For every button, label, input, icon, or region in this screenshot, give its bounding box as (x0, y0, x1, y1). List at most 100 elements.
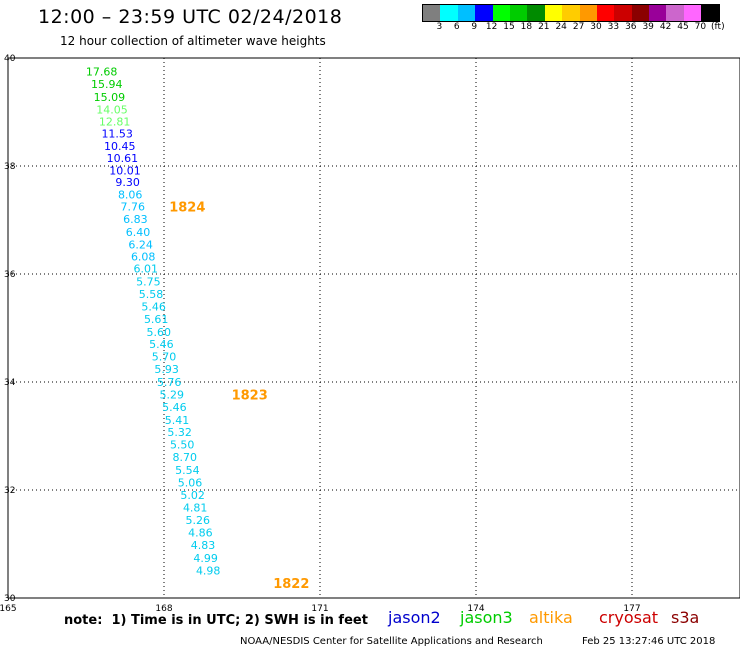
wave-height-value: 5.02 (180, 489, 205, 502)
wave-height-value: 6.01 (134, 263, 159, 276)
footnote: note: 1) Time is in UTC; 2) SWH is in fe… (64, 613, 368, 628)
scale-label: 21 (538, 22, 550, 32)
x-tick-label: 165 (0, 604, 17, 614)
scale-swatch (440, 5, 458, 21)
wave-height-value: 12.81 (99, 116, 131, 129)
color-scale-bar (422, 4, 720, 22)
time-label: 1823 (232, 388, 268, 403)
wave-height-value: 5.70 (152, 351, 177, 364)
scale-label: 45 (677, 22, 689, 32)
wave-height-value: 5.93 (154, 363, 179, 376)
scale-swatch (457, 5, 476, 21)
scale-swatch (649, 5, 667, 21)
y-tick-label: 30 (4, 594, 16, 604)
wave-height-value: 8.70 (173, 451, 198, 464)
x-tick-label: 174 (467, 604, 484, 614)
scale-label: 12 (485, 22, 498, 32)
scale-swatch (631, 5, 650, 21)
wave-height-value: 9.30 (115, 176, 140, 189)
wave-height-value: 5.61 (144, 313, 169, 326)
scale-swatch (492, 5, 510, 21)
scale-swatch (683, 5, 702, 21)
wave-height-value: 4.98 (196, 564, 221, 577)
scale-swatch (596, 5, 615, 21)
wave-height-value: 5.54 (175, 464, 200, 477)
y-tick-label: 34 (4, 378, 16, 388)
wave-height-value: 10.61 (107, 152, 139, 165)
wave-height-value: 5.46 (149, 338, 174, 351)
scale-swatch (544, 5, 563, 21)
wave-height-value: 5.41 (165, 414, 190, 427)
wave-height-value: 11.53 (101, 128, 133, 141)
wave-height-value: 14.05 (96, 103, 128, 116)
wave-height-value: 5.76 (157, 376, 182, 389)
scale-label: 24 (555, 22, 567, 32)
scale-swatch (701, 5, 719, 21)
wave-height-value: 5.46 (162, 401, 187, 414)
scale-label: 30 (590, 22, 602, 32)
credit-line: NOAA/NESDIS Center for Satellite Applica… (240, 636, 543, 647)
scale-swatch (509, 5, 528, 21)
scale-swatch (666, 5, 684, 21)
x-tick-label: 177 (623, 604, 640, 614)
x-tick-label: 168 (155, 604, 172, 614)
wave-height-value: 6.24 (128, 238, 153, 251)
wave-height-value: 15.94 (91, 78, 123, 91)
wave-height-value: 5.26 (186, 514, 211, 527)
wave-height-value: 10.01 (109, 164, 141, 177)
scale-label: (ft) (711, 22, 725, 32)
wave-height-value: 5.60 (147, 326, 172, 339)
legend-jason2: jason2 (388, 608, 441, 627)
wave-height-value: 5.58 (139, 288, 164, 301)
scale-swatch (527, 5, 545, 21)
y-tick-label: 38 (4, 162, 16, 172)
legend-cryosat: cryosat (599, 608, 659, 627)
time-label: 1824 (169, 201, 205, 216)
wave-height-value: 5.29 (160, 388, 185, 401)
scale-swatch (614, 5, 632, 21)
y-tick-label: 32 (4, 486, 15, 496)
scale-swatch (423, 5, 441, 21)
wave-height-value: 4.99 (193, 552, 218, 565)
scale-label: 33 (607, 22, 620, 32)
scale-swatch (579, 5, 597, 21)
scale-swatch (562, 5, 580, 21)
scale-label: 18 (520, 22, 533, 32)
wave-height-value: 8.06 (118, 189, 143, 202)
wave-height-value: 5.75 (136, 276, 161, 289)
chart-subtitle: 12 hour collection of altimeter wave hei… (60, 34, 326, 48)
scale-label: 6 (453, 22, 460, 32)
time-label: 1822 (273, 577, 309, 592)
wave-height-value: 6.83 (123, 213, 148, 226)
wave-height-value: 5.46 (141, 300, 166, 313)
wave-height-value: 4.81 (183, 501, 208, 514)
wave-height-value: 10.45 (104, 140, 136, 153)
chart-title: 12:00 – 23:59 UTC 02/24/2018 (38, 6, 343, 28)
scale-label: 39 (642, 22, 654, 32)
legend-altika: altika (529, 608, 573, 627)
scale-label: 9 (471, 22, 478, 32)
wave-height-value: 7.76 (121, 201, 146, 214)
wave-height-value: 5.06 (178, 476, 203, 489)
wave-height-value: 5.32 (167, 426, 192, 439)
wave-height-value: 6.40 (126, 226, 151, 239)
color-scale-labels: 3 6 9 12 15 18 21 24 27 30 33 36 39 42 45 70 (ft) (422, 22, 740, 34)
scale-label: 3 (436, 22, 443, 32)
generation-timestamp: Feb 25 13:27:46 UTC 2018 (582, 636, 716, 647)
x-tick-label: 171 (311, 604, 328, 614)
scale-swatch (475, 5, 493, 21)
scale-label: 70 (694, 22, 707, 32)
scale-label: 36 (625, 22, 637, 32)
scale-label: 15 (503, 22, 515, 32)
scale-label: 27 (572, 22, 585, 32)
wave-height-value: 15.09 (94, 91, 126, 104)
wave-height-value: 6.08 (131, 251, 156, 264)
wave-height-value: 17.68 (86, 66, 118, 79)
wave-height-value: 4.86 (188, 527, 213, 540)
legend-jason3: jason3 (460, 608, 513, 627)
wave-height-value: 4.83 (191, 539, 216, 552)
plot-frame (7, 57, 740, 599)
y-tick-label: 40 (4, 54, 16, 64)
wave-height-value: 5.50 (170, 439, 195, 452)
legend-s3a: s3a (671, 608, 700, 627)
